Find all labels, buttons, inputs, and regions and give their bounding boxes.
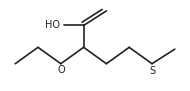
Text: HO: HO bbox=[45, 20, 60, 30]
Text: S: S bbox=[149, 66, 155, 76]
Text: O: O bbox=[57, 65, 65, 75]
